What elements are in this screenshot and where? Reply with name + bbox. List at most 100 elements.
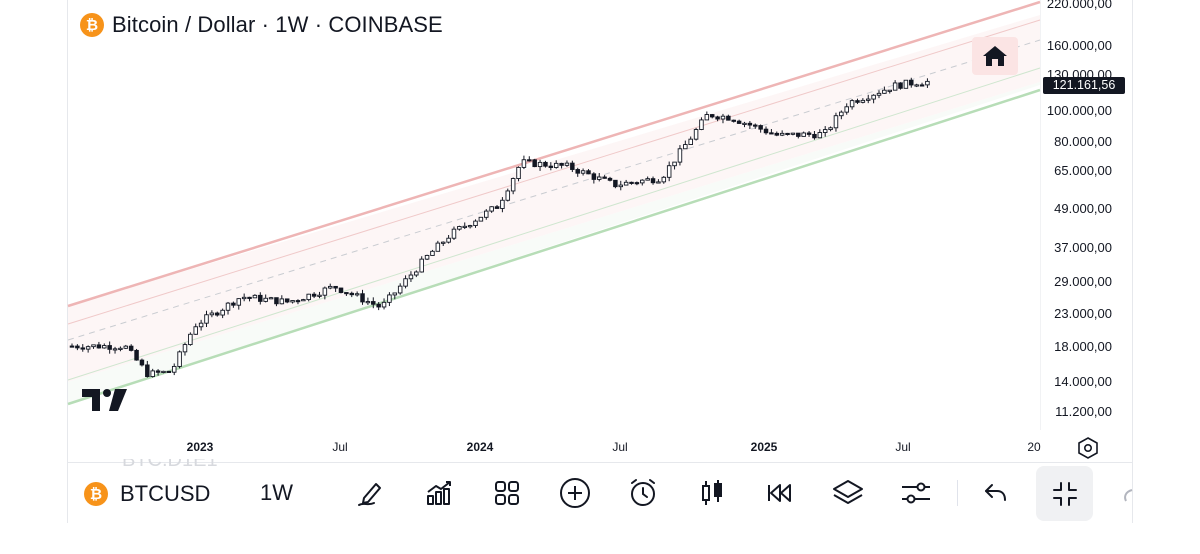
candle: [925, 80, 930, 86]
chart-settings-button[interactable]: [896, 473, 936, 513]
candle: [446, 237, 451, 243]
candle: [769, 132, 774, 135]
candle: [274, 297, 279, 305]
chart-header: ₿ Bitcoin / Dollar · 1W · COINBASE: [80, 11, 443, 39]
candle: [553, 162, 559, 168]
draw-button[interactable]: [351, 473, 391, 513]
left-frame-edge: [67, 0, 68, 523]
candle: [231, 302, 236, 306]
candle: [704, 114, 710, 121]
price-label: 37.000,00: [1054, 240, 1112, 255]
candle: [317, 294, 322, 297]
chart-title[interactable]: Bitcoin / Dollar · 1W · COINBASE: [112, 12, 443, 37]
candle: [365, 301, 371, 304]
replay-button[interactable]: [760, 473, 800, 513]
more-arc-icon: [1124, 489, 1133, 502]
candle: [306, 293, 311, 301]
time-label: 2025: [750, 440, 778, 454]
candle: [688, 138, 693, 146]
ghost-symbol-below: ETHUSD: [122, 513, 205, 524]
indicators-icon: [427, 481, 451, 505]
candle: [397, 285, 403, 294]
minimize-button[interactable]: [1036, 466, 1093, 521]
interval-selector[interactable]: 1W: [260, 480, 293, 505]
candle: [699, 119, 704, 130]
candle: [876, 92, 882, 96]
candle: [91, 344, 96, 348]
settings-sliders-icon: [902, 482, 930, 504]
candle: [839, 111, 844, 117]
candle: [537, 161, 543, 168]
alert-icon: [631, 479, 655, 506]
add-button[interactable]: [555, 473, 595, 513]
candle: [145, 364, 150, 377]
candle: [107, 345, 112, 350]
chart-type-button[interactable]: [692, 473, 732, 513]
candle: [403, 278, 408, 287]
candle: [521, 159, 527, 168]
candle: [392, 292, 398, 296]
candle: [290, 300, 295, 303]
candle: [656, 181, 661, 184]
candle: [349, 292, 355, 296]
add-icon: [560, 478, 590, 508]
channel-upper-inner-line: [67, 19, 1041, 325]
minimize-icon: [1052, 481, 1077, 506]
candle: [112, 348, 118, 351]
candle: [527, 159, 532, 162]
candle: [753, 124, 758, 127]
candle: [871, 94, 876, 100]
indicators-button[interactable]: [419, 473, 459, 513]
candle: [241, 296, 247, 300]
candle: [301, 299, 306, 302]
candle: [327, 285, 333, 289]
candle: [806, 132, 812, 135]
axis-settings-icon[interactable]: [1076, 436, 1100, 460]
home-icon: [983, 46, 1007, 66]
candle: [887, 89, 893, 92]
candle: [796, 132, 801, 137]
candle: [607, 177, 613, 181]
ghost-symbol-above: BTC.D1E1: [122, 449, 218, 471]
templates-button[interactable]: [487, 473, 527, 513]
alert-button[interactable]: [623, 473, 663, 513]
bitcoin-logo-icon: ₿: [80, 13, 104, 37]
candle: [225, 302, 231, 311]
channel-lower-line: [67, 88, 1041, 406]
candle: [828, 127, 833, 131]
layers-button[interactable]: [828, 473, 868, 513]
candle: [865, 98, 871, 101]
undo-button[interactable]: [976, 473, 1016, 513]
candle: [591, 173, 597, 180]
candle: [360, 293, 365, 303]
candle: [763, 128, 769, 134]
candle: [860, 99, 866, 103]
candle: [516, 166, 521, 179]
candle: [462, 225, 467, 228]
time-label: Jul: [332, 440, 348, 454]
candle: [424, 254, 430, 260]
layers-icon: [833, 480, 863, 504]
candle: [580, 170, 586, 174]
price-label: 49.000,00: [1054, 201, 1112, 216]
home-button[interactable]: [972, 37, 1018, 75]
candle: [128, 345, 134, 351]
candle: [102, 345, 107, 349]
symbol-selector[interactable]: ₿ BTCUSD: [84, 481, 210, 507]
time-label: Jul: [895, 440, 911, 454]
candle: [801, 132, 806, 137]
candle: [548, 165, 554, 168]
candle: [198, 322, 204, 328]
price-label: 29.000,00: [1054, 274, 1112, 289]
price-label: 220.000,00: [1046, 0, 1112, 11]
candle: [473, 220, 478, 227]
candle: [85, 346, 91, 350]
last-price-tag: 121.161,56: [1043, 77, 1125, 94]
candle: [650, 178, 656, 184]
candle: [914, 84, 919, 87]
candle: [709, 114, 715, 118]
price-label: 65.000,00: [1054, 163, 1112, 178]
channel-upper-fill: [68, 15, 1040, 382]
